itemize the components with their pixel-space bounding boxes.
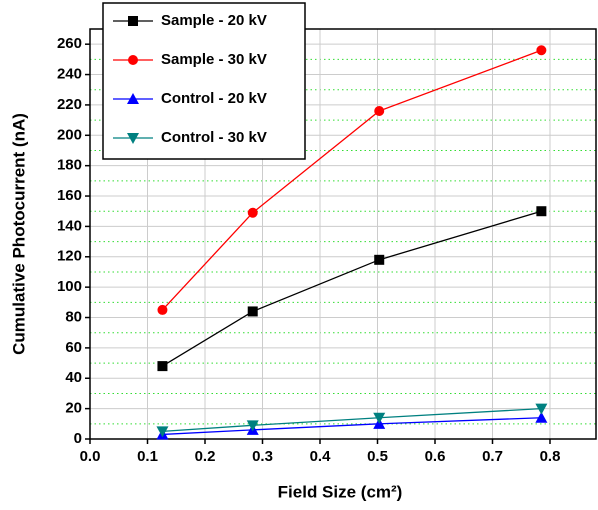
marker <box>536 45 547 56</box>
x-tick-label: 0.0 <box>80 448 101 465</box>
series-line <box>162 210 542 367</box>
x-tick-label: 0.8 <box>540 448 561 465</box>
legend-marker <box>127 133 139 144</box>
legend-marker <box>128 16 138 26</box>
marker <box>246 420 259 432</box>
y-tick-label: 80 <box>65 308 82 325</box>
x-tick-label: 0.4 <box>310 448 332 465</box>
x-tick-label: 0.3 <box>252 448 273 465</box>
y-tick-label: 40 <box>65 369 82 386</box>
marker <box>374 254 385 265</box>
legend-label: Control - 20 kV <box>161 90 267 107</box>
legend-marker <box>128 55 138 65</box>
y-tick-label: 200 <box>57 126 82 143</box>
legend-label: Sample - 20 kV <box>161 12 267 29</box>
y-tick-label: 220 <box>57 96 82 113</box>
y-tick-label: 60 <box>65 339 82 356</box>
marker <box>535 411 548 423</box>
x-tick-label: 0.1 <box>137 448 158 465</box>
marker <box>374 106 385 116</box>
marker <box>247 207 258 218</box>
y-tick-label: 120 <box>57 248 82 265</box>
y-tick-label: 100 <box>57 278 82 295</box>
marker <box>157 304 168 315</box>
marker <box>535 403 548 415</box>
legend-label: Sample - 30 kV <box>161 51 267 68</box>
marker <box>536 206 547 217</box>
marker <box>156 426 169 438</box>
y-tick-label: 140 <box>57 217 82 234</box>
x-axis-label: Field Size (cm²) <box>278 482 403 501</box>
series-line <box>161 49 542 311</box>
series-line <box>162 417 542 436</box>
marker <box>373 412 386 424</box>
y-tick-label: 180 <box>57 157 82 174</box>
plot-frame <box>89 28 597 440</box>
marker <box>247 306 258 317</box>
y-tick-label: 240 <box>57 66 82 83</box>
y-axis-label: Cumulative Photocurrent (nA) <box>9 113 28 355</box>
y-tick-label: 160 <box>57 187 82 204</box>
x-tick-label: 0.2 <box>195 448 216 465</box>
y-tick-label: 260 <box>57 35 82 52</box>
y-tick-label: 0 <box>74 430 82 447</box>
series-line <box>162 407 542 433</box>
x-tick-label: 0.5 <box>367 448 388 465</box>
legend-marker <box>127 93 139 104</box>
marker <box>157 361 168 372</box>
y-tick-label: 20 <box>65 400 82 417</box>
x-tick-label: 0.6 <box>425 448 446 465</box>
x-tick-label: 0.7 <box>482 448 503 465</box>
legend-label: Control - 30 kV <box>161 129 267 146</box>
